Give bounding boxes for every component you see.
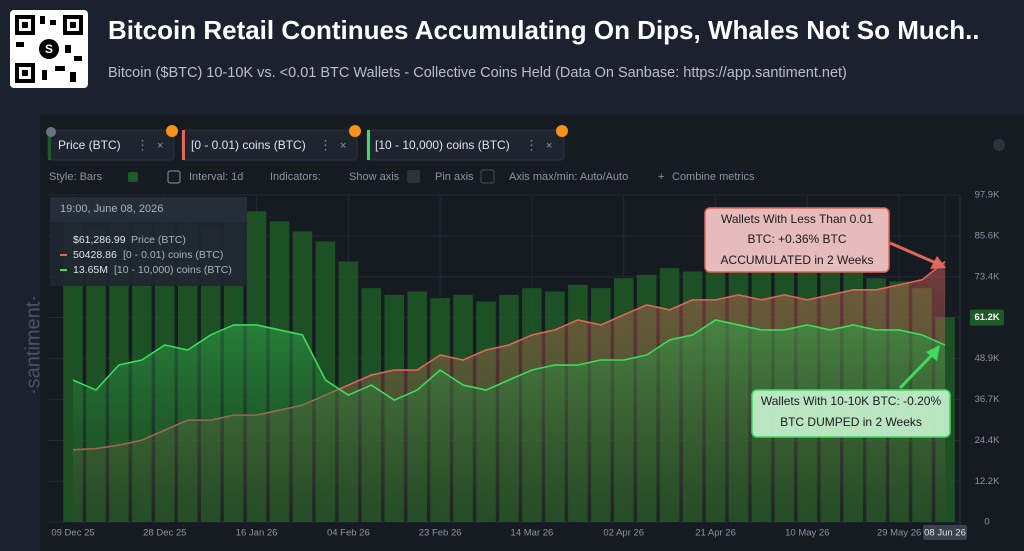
legend-label: [10 - 10,000) coins (BTC) [375, 138, 510, 152]
toolbar-item[interactable]: Axis max/min: Auto/Auto [509, 171, 628, 183]
x-tick-label: 16 Jan 26 [236, 528, 278, 539]
annotation-box [751, 389, 951, 438]
annotation-arrowhead [930, 256, 946, 269]
legend-swatch [367, 130, 370, 160]
toolbar-item[interactable]: Style: Bars [49, 171, 103, 183]
watermark: ·santiment· [22, 295, 44, 395]
annotation-text: ACCUMULATED in 2 Weeks [721, 253, 874, 267]
y-tick-label: 97.9K [975, 190, 1000, 201]
toolbar-item[interactable]: Pin axis [435, 171, 474, 183]
annotation-text: Wallets With 10-10K BTC: -0.20% [761, 394, 942, 408]
x-tick-label: 09 Dec 25 [51, 528, 94, 539]
toolbar: Style: Bars Interval: 1d Indicators: Sho… [49, 169, 755, 184]
annotation-arrow [889, 241, 937, 265]
settings-dot [993, 139, 1005, 151]
tooltip-value: 50428.86 [73, 249, 117, 261]
tooltip-value: 13.65M [73, 264, 108, 276]
toolbar-item[interactable]: Indicators: [270, 171, 321, 183]
chart-subtitle: Bitcoin ($BTC) 10-10K vs. <0.01 BTC Wall… [108, 65, 847, 81]
tooltip-header [50, 197, 247, 222]
plus-icon: + [658, 171, 664, 183]
btc-icon [556, 125, 568, 137]
y-tick-label: 73.4K [975, 271, 1000, 282]
tooltip-swatch [60, 254, 67, 256]
menu-icon[interactable]: ⋮ [136, 137, 149, 152]
line [72, 319, 946, 401]
y-tick-highlight [970, 309, 1004, 326]
y-tick-label: 24.4K [975, 435, 1000, 446]
x-tick-label: 04 Feb 26 [327, 528, 370, 539]
tooltip-swatch [60, 269, 67, 271]
tooltip-time: 19:00, June 08, 2026 [60, 203, 163, 215]
y-tick-label: 48.9K [975, 353, 1000, 364]
checkbox[interactable] [407, 170, 420, 183]
y-tick-label: 85.6K [975, 231, 1000, 242]
x-tick-label: 08 Jun 26 [924, 528, 966, 539]
toolbar-item[interactable]: Show axis [349, 171, 400, 183]
annotation-text: BTC DUMPED in 2 Weeks [780, 415, 922, 429]
tooltip-name: [10 - 10,000) coins (BTC) [114, 264, 232, 276]
x-tick-label: 21 Apr 26 [695, 528, 736, 539]
color-picker[interactable] [128, 172, 138, 182]
x-tick-label: 23 Feb 26 [419, 528, 462, 539]
y-tick-label: 12.2K [975, 476, 1000, 487]
area [73, 319, 945, 522]
calendar-icon [167, 170, 181, 184]
legend-label: [0 - 0.01) coins (BTC) [191, 138, 306, 152]
legend-label: Price (BTC) [58, 138, 121, 152]
annotation: Wallets With Less Than 0.01 BTC: +0.36% … [704, 207, 946, 273]
x-tick-highlight [923, 525, 967, 540]
legend-swatch [182, 130, 185, 160]
annotation-text: BTC: +0.36% BTC [747, 232, 846, 246]
menu-icon[interactable]: ⋮ [525, 137, 538, 152]
y-tick-label: 0 [984, 517, 989, 528]
toolbar-item[interactable]: Combine metrics [672, 171, 755, 183]
toolbar-item[interactable]: Interval: 1d [189, 171, 243, 183]
y-tick-label: 61.2K [974, 312, 999, 323]
x-tick-label: 28 Dec 25 [143, 528, 186, 539]
legend: Price (BTC) ⋮ × [0 - 0.01) coins (BTC) ⋮… [46, 125, 568, 161]
btc-icon [166, 125, 178, 137]
close-icon[interactable]: × [340, 140, 346, 152]
annotation-text: Wallets With Less Than 0.01 [721, 212, 873, 226]
y-tick-label: 36.7K [975, 394, 1000, 405]
annotation-arrowhead [926, 345, 940, 361]
lock-icon [46, 127, 56, 137]
x-tick-label: 02 Apr 26 [603, 528, 644, 539]
tooltip-name: [0 - 0.01) coins (BTC) [123, 249, 223, 261]
annotation-box [704, 207, 890, 273]
close-icon[interactable]: × [546, 140, 552, 152]
tooltip-name: Price (BTC) [131, 234, 186, 246]
svg-text:S: S [45, 42, 53, 56]
tooltip-value: $61,286.99 [73, 234, 126, 246]
checkbox[interactable] [480, 169, 495, 184]
annotation: Wallets With 10-10K BTC: -0.20% BTC DUMP… [751, 345, 951, 438]
chart-title: Bitcoin Retail Continues Accumulating On… [108, 15, 980, 45]
qr-code: S [10, 10, 88, 88]
legend-swatch [48, 130, 51, 160]
btc-icon [349, 125, 361, 137]
annotation-arrow [898, 353, 934, 390]
x-tick-label: 29 May 26 [877, 528, 921, 539]
close-icon[interactable]: × [157, 140, 163, 152]
menu-icon[interactable]: ⋮ [319, 137, 332, 152]
x-tick-label: 10 May 26 [785, 528, 829, 539]
tooltip: 19:00, June 08, 2026 $61,286.99 Price (B… [50, 197, 247, 286]
x-tick-label: 14 Mar 26 [511, 528, 554, 539]
